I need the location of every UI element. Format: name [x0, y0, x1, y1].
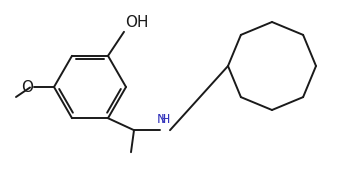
Text: N: N: [157, 113, 166, 126]
Text: O: O: [21, 79, 33, 94]
Text: H: H: [161, 113, 170, 126]
Text: OH: OH: [125, 15, 149, 30]
